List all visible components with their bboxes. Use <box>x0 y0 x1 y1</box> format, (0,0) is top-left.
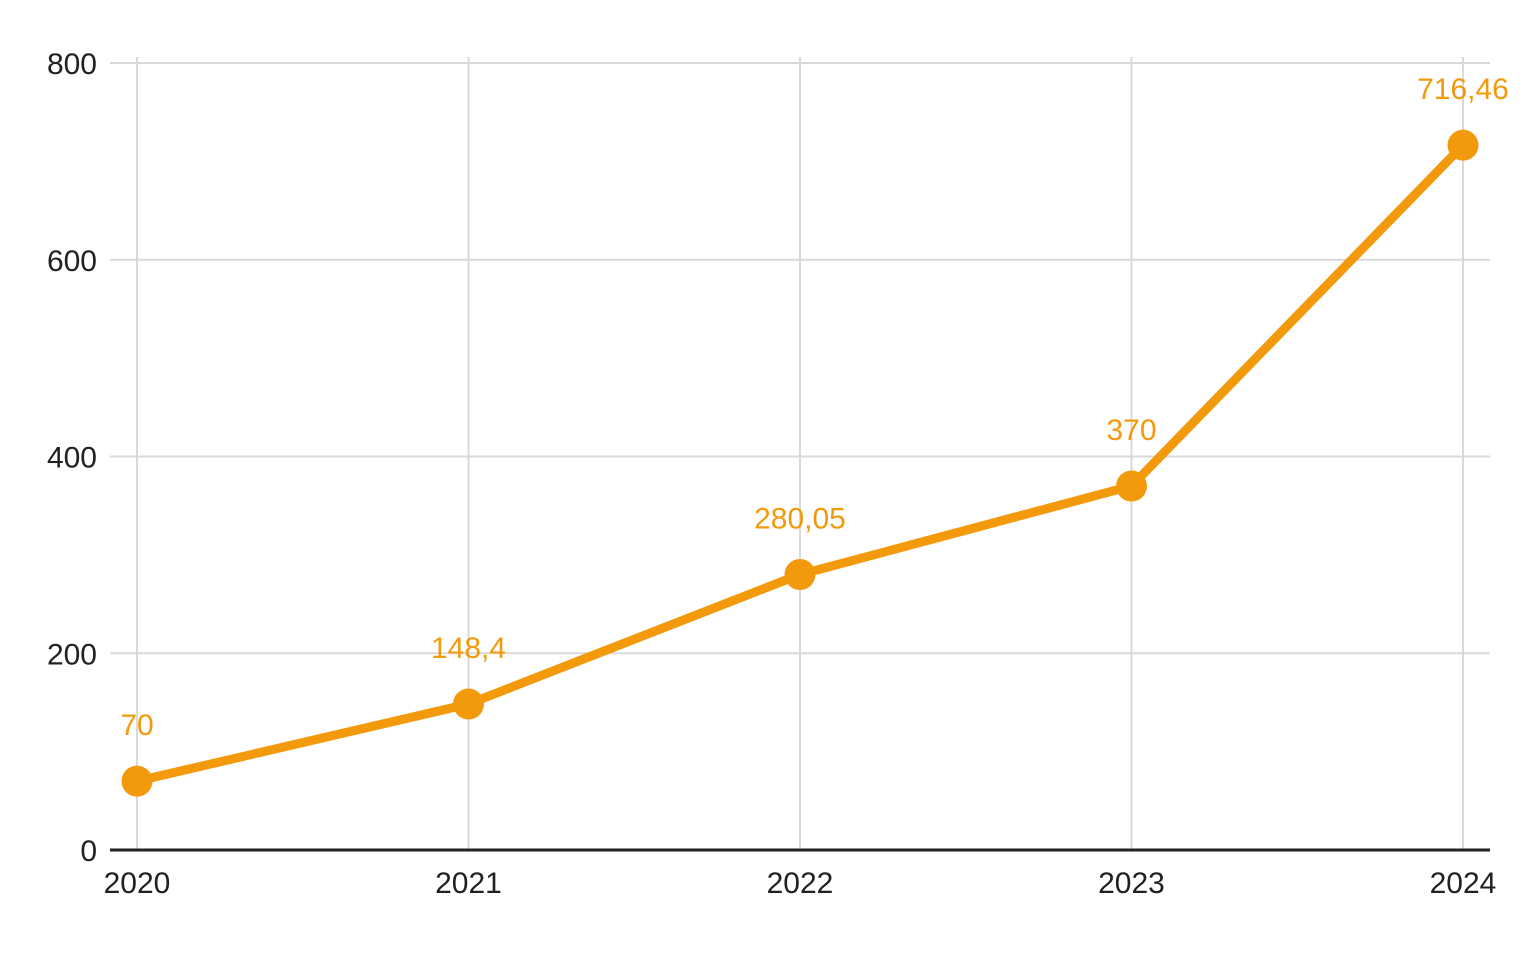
data-point-label-2022: 280,05 <box>754 503 846 536</box>
y-tick-label-800: 800 <box>47 48 97 81</box>
data-point-2020[interactable] <box>121 765 153 797</box>
data-point-label-2020: 70 <box>120 709 153 742</box>
data-point-label-2021: 148,4 <box>431 632 506 665</box>
x-tick-label-2022: 2022 <box>767 867 834 900</box>
data-point-label-2024: 716,46 <box>1417 73 1509 106</box>
y-tick-label-600: 600 <box>47 245 97 278</box>
x-tick-label-2024: 2024 <box>1430 867 1497 900</box>
y-tick-label-200: 200 <box>47 638 97 671</box>
x-tick-label-2021: 2021 <box>435 867 502 900</box>
x-tick-label-2020: 2020 <box>104 867 171 900</box>
y-tick-label-400: 400 <box>47 442 97 475</box>
data-point-2021[interactable] <box>453 688 484 720</box>
y-tick-label-0: 0 <box>80 835 97 868</box>
data-point-label-2023: 370 <box>1106 414 1156 447</box>
x-tick-label-2023: 2023 <box>1098 867 1165 900</box>
data-point-2024[interactable] <box>1447 129 1479 161</box>
data-point-2023[interactable] <box>1116 470 1147 502</box>
data-point-2022[interactable] <box>784 559 816 591</box>
